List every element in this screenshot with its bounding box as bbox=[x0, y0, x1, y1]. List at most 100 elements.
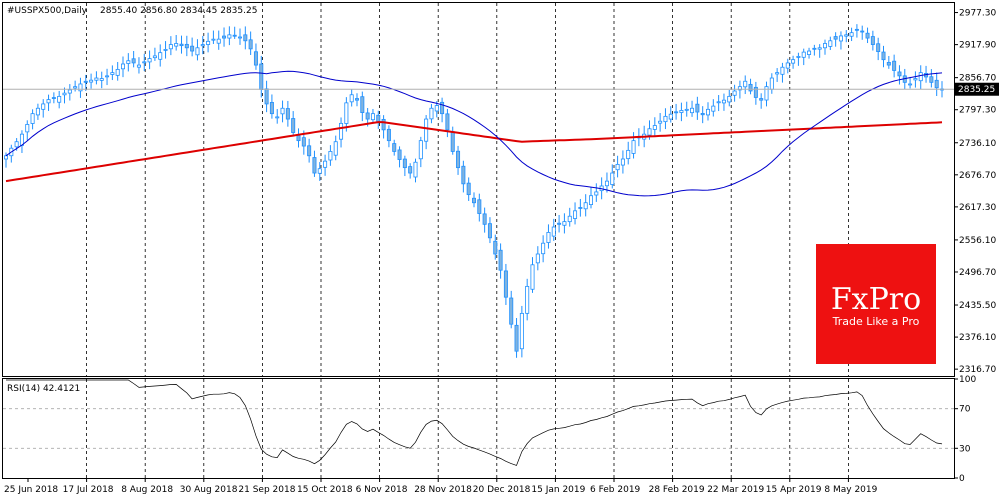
candle-body bbox=[445, 113, 450, 131]
candle-body bbox=[99, 78, 104, 81]
candle-body bbox=[541, 242, 546, 255]
price-tick-label: 2316.70 bbox=[959, 365, 996, 375]
main-pane[interactable] bbox=[2, 2, 955, 377]
candle-body bbox=[14, 141, 19, 148]
candle-body bbox=[62, 92, 67, 96]
candle-body bbox=[317, 168, 322, 174]
time-tick-label: 25 Jun 2018 bbox=[4, 485, 58, 495]
candle-body bbox=[615, 163, 620, 171]
candle-body bbox=[610, 172, 615, 185]
candle-body bbox=[604, 180, 609, 187]
candle-body bbox=[285, 108, 290, 120]
candle-body bbox=[493, 240, 498, 255]
candle-body bbox=[674, 111, 679, 114]
candle-body bbox=[886, 61, 891, 66]
candle-body bbox=[509, 297, 514, 325]
candle-body bbox=[57, 95, 62, 103]
candle-body bbox=[41, 103, 46, 110]
price-tick-label: 2435.50 bbox=[959, 301, 996, 311]
candle-body bbox=[658, 120, 663, 124]
candle-body bbox=[152, 55, 157, 59]
candle-body bbox=[626, 149, 631, 160]
candle-body bbox=[860, 30, 865, 33]
candle-body bbox=[323, 160, 328, 168]
rsi-tick-label: 70 bbox=[959, 405, 971, 415]
candle-body bbox=[807, 50, 812, 55]
candle-body bbox=[147, 58, 152, 63]
candle-body bbox=[25, 124, 30, 133]
candle-body bbox=[557, 222, 562, 225]
candle-body bbox=[913, 78, 918, 81]
candle-body bbox=[121, 63, 126, 70]
candle-body bbox=[190, 45, 195, 52]
time-tick-label: 20 Dec 2018 bbox=[473, 485, 531, 495]
candle-body bbox=[679, 110, 684, 113]
candle-body bbox=[668, 113, 673, 120]
candle-body bbox=[429, 107, 434, 120]
candle-body bbox=[780, 66, 785, 75]
candle-body bbox=[418, 140, 423, 160]
ma-slow-line bbox=[5, 121, 943, 183]
candle-body bbox=[275, 116, 280, 119]
candle-body bbox=[312, 157, 317, 174]
candle-body bbox=[711, 105, 716, 112]
candle-body bbox=[434, 105, 439, 112]
time-tick-label: 15 Oct 2018 bbox=[297, 485, 353, 495]
candle-body bbox=[365, 112, 370, 120]
rsi-level-lines bbox=[3, 408, 954, 449]
candle-body bbox=[934, 79, 939, 89]
candle-body bbox=[732, 90, 737, 96]
candle-body bbox=[402, 158, 407, 169]
candle-body bbox=[812, 47, 817, 50]
candle-body bbox=[227, 34, 232, 39]
candles bbox=[4, 24, 945, 358]
candle-body bbox=[477, 199, 482, 214]
candle-body bbox=[743, 80, 748, 88]
header-symbol: #USSPX500,Daily bbox=[7, 6, 88, 16]
candle-body bbox=[163, 49, 168, 51]
candle-body bbox=[870, 36, 875, 45]
candle-body bbox=[168, 44, 173, 50]
candle-body bbox=[264, 88, 269, 105]
candle-body bbox=[817, 47, 822, 50]
candle-body bbox=[498, 249, 503, 271]
price-tick-label: 2977.30 bbox=[959, 9, 996, 19]
candle-body bbox=[514, 324, 519, 352]
candle-body bbox=[663, 115, 668, 123]
candle-body bbox=[482, 213, 487, 225]
candle-body bbox=[823, 43, 828, 49]
candle-body bbox=[216, 38, 221, 44]
candle-body bbox=[466, 182, 471, 196]
rsi-pane[interactable] bbox=[2, 378, 955, 479]
candle-body bbox=[67, 89, 72, 94]
candle-body bbox=[759, 98, 764, 101]
candle-body bbox=[248, 39, 253, 50]
candle-body bbox=[828, 40, 833, 47]
candle-body bbox=[174, 43, 179, 47]
candle-body bbox=[854, 28, 859, 31]
candle-body bbox=[328, 151, 333, 161]
candle-body bbox=[243, 34, 248, 42]
candle-body bbox=[764, 86, 769, 101]
candle-body bbox=[110, 72, 115, 75]
candle-body bbox=[354, 98, 359, 101]
candle-body bbox=[370, 113, 375, 121]
candle-body bbox=[222, 35, 227, 39]
candle-body bbox=[487, 223, 492, 239]
candle-body bbox=[695, 103, 700, 113]
candle-body bbox=[424, 118, 429, 142]
candle-body bbox=[838, 35, 843, 42]
candle-body bbox=[136, 64, 141, 68]
rsi-tick-label: 0 bbox=[959, 474, 965, 484]
rsi-line bbox=[6, 379, 943, 466]
header-ohlc: 2855.40 2856.80 2834.45 2835.25 bbox=[100, 6, 257, 16]
candle-body bbox=[525, 285, 530, 314]
time-axis: 25 Jun 2018 17 Jul 2018 8 Aug 2018 30 Aug 2… bbox=[4, 478, 878, 495]
candle-body bbox=[461, 165, 466, 185]
time-tick-label: 15 Jan 2019 bbox=[531, 485, 585, 495]
candle-body bbox=[833, 36, 838, 40]
candle-body bbox=[83, 80, 88, 83]
price-tick-label: 2676.70 bbox=[959, 171, 996, 181]
candle-body bbox=[727, 95, 732, 103]
